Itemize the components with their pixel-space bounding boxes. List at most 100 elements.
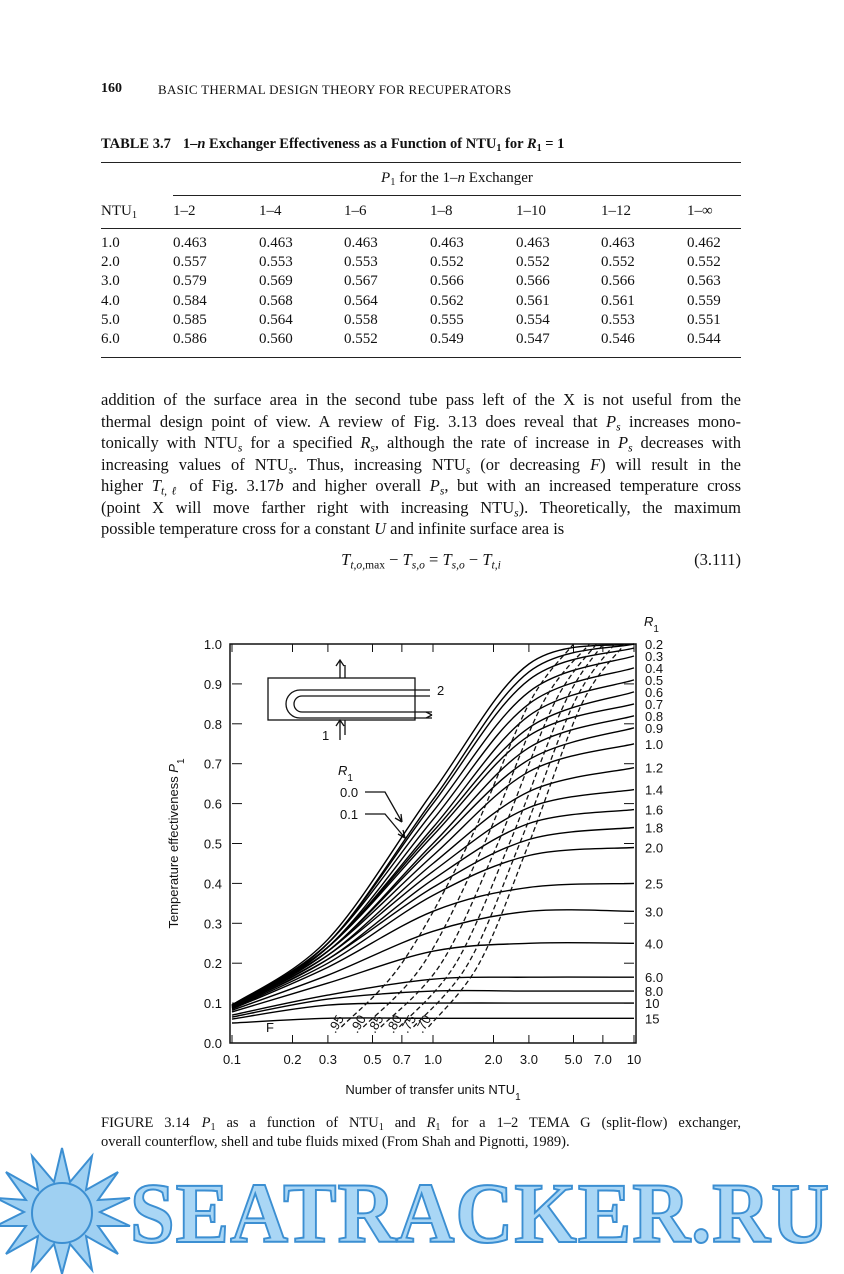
legend-label: 1.4	[645, 783, 663, 798]
inset-diagram	[267, 658, 433, 839]
row-label: 5.0	[101, 311, 120, 328]
text-run: increasing values of NTU	[101, 454, 289, 474]
y-tick-label: 0.8	[204, 717, 222, 732]
cell-value: 0.552	[430, 254, 464, 271]
text-run: ). Theoretically, the maximum	[518, 497, 741, 517]
text-run: 1–	[182, 136, 198, 152]
text-run: 1	[378, 1122, 384, 1134]
cell-value: 0.544	[687, 331, 721, 347]
shell	[267, 677, 416, 721]
cell-value: 0.463	[601, 235, 635, 251]
text-run: increases mono-	[620, 411, 741, 431]
row-label: 2.0	[101, 254, 120, 271]
cell-value: 0.564	[259, 311, 293, 328]
curve	[231, 1002, 634, 1020]
x-tick-label: 0.3	[319, 1052, 337, 1067]
text-run: T	[402, 550, 412, 569]
column-header: 1–12	[601, 203, 631, 219]
cell-value: 0.569	[259, 273, 293, 290]
legend-label: 8.0	[645, 984, 663, 999]
text-run: for a 1–2 TEMA G (split-flow) exchanger,	[440, 1115, 741, 1131]
text-run: R	[360, 433, 371, 452]
legend-label: 0.2	[645, 637, 663, 652]
text-run: −	[384, 550, 403, 569]
text-run: n	[457, 170, 466, 186]
legend-label: 0.6	[645, 685, 663, 700]
text-run: T	[482, 550, 492, 569]
column-header: 1–2	[173, 203, 196, 219]
cell-value: 0.553	[601, 311, 635, 328]
legend-label: 10	[645, 996, 659, 1011]
text-run: b	[275, 476, 284, 495]
y-tick-label: 1.0	[204, 637, 222, 652]
text-run: T	[341, 550, 351, 569]
f-curve	[413, 643, 616, 1028]
curve	[231, 941, 635, 1013]
curve	[231, 667, 635, 1007]
paragraph: addition of the surface area in the seco…	[101, 389, 741, 540]
text-run: s	[237, 442, 243, 455]
legend-label: 2.5	[645, 876, 663, 891]
inset-curve-label: 0.1	[340, 807, 358, 822]
text-run: Exchanger	[465, 170, 533, 186]
x-tick-label: 0.7	[393, 1052, 411, 1067]
watermark: SEATRACKER.RU	[130, 1165, 830, 1261]
text-run: P	[605, 411, 617, 431]
legend-label: 0.8	[645, 709, 663, 724]
legend-label: 0.4	[645, 661, 663, 676]
x-axis-title: Number of transfer units NTU1	[345, 1082, 521, 1103]
tube-inner	[293, 695, 432, 713]
text-line: thermal design point of view. A review o…	[101, 411, 741, 433]
text-run: P	[166, 764, 181, 773]
inset-curve-label: 0.0	[340, 785, 358, 800]
cell-value: 0.562	[430, 292, 464, 309]
watermark-logo	[0, 1147, 131, 1274]
text-run: Exchanger Effectiveness as a Function of…	[205, 136, 497, 152]
text-run: (or decreasing	[470, 454, 591, 474]
text-run: s,o	[451, 559, 465, 572]
caption-line: FIGURE 3.14 P1 as a function of NTU1 and …	[101, 1114, 741, 1133]
text-run: addition of the surface area in the seco…	[101, 390, 741, 409]
text-run: = 1	[541, 136, 565, 152]
x-tick-label: 5.0	[564, 1052, 582, 1067]
text-run: Number of transfer units NTU	[345, 1082, 515, 1097]
text-run: s	[628, 442, 633, 455]
y-tick-label: 0.5	[204, 837, 222, 852]
f-curve	[380, 643, 597, 1028]
text-run: =	[424, 550, 443, 569]
page-number: 160	[101, 81, 122, 96]
text-run: for	[501, 136, 527, 152]
cell-value: 0.561	[601, 292, 635, 309]
curve	[231, 1017, 634, 1024]
legend-label: 4.0	[645, 936, 663, 951]
cell-value: 0.585	[173, 311, 207, 328]
f-curve	[340, 643, 575, 1028]
legend-label: 0.3	[645, 649, 663, 664]
text-run: NTU	[101, 203, 132, 219]
text-run: s	[465, 463, 471, 476]
curve	[231, 826, 635, 1009]
cell-value: 0.463	[516, 235, 550, 251]
row-label: 3.0	[101, 273, 120, 290]
figure-caption: FIGURE 3.14 P1 as a function of NTU1 and …	[101, 1114, 741, 1152]
cell-value: 0.463	[259, 235, 293, 251]
cell-value: 0.553	[344, 254, 378, 271]
curve	[231, 715, 635, 1007]
curve	[231, 846, 635, 1009]
text-run: P	[429, 476, 440, 495]
text-run: (point X will move farther right with in…	[101, 497, 515, 517]
cell-value: 0.552	[344, 331, 378, 347]
equation-number: (3.111)	[694, 550, 741, 569]
y-tick-label: 0.9	[204, 677, 222, 692]
pointer	[365, 791, 403, 823]
rule	[101, 357, 741, 358]
text-run: R	[426, 1115, 436, 1131]
text-run: decreases with	[632, 433, 742, 452]
cell-value: 0.568	[259, 292, 293, 309]
text-run: t,o,	[350, 559, 366, 572]
curve	[231, 788, 635, 1008]
inset-label: 2	[437, 683, 444, 698]
curve	[231, 703, 635, 1007]
x-tick-label: 1.0	[424, 1052, 442, 1067]
caption-text: 1–n Exchanger Effectiveness as a Functio…	[182, 136, 565, 154]
